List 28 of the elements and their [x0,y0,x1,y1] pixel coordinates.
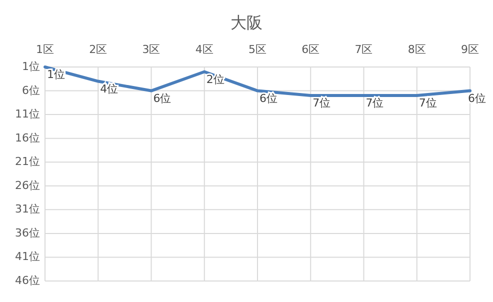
y-tick-label: 21位 [15,155,40,168]
y-tick-label: 26位 [15,178,40,192]
y-tick-label: 11位 [15,108,40,121]
y-tick-label: 31位 [15,202,40,216]
y-tick-label: 46位 [15,274,40,288]
x-tick-label: 6区 [302,43,320,56]
data-label: 6位 [153,92,172,105]
data-label: 4位 [100,82,118,96]
y-tick-label: 6位 [22,84,40,97]
x-tick-label: 2区 [89,43,108,56]
data-label: 7位 [418,96,437,110]
y-tick-label: 16位 [15,131,40,144]
x-tick-label: 1区 [36,43,54,56]
x-tick-label: 4区 [195,43,214,56]
data-label: 6位 [468,92,486,105]
x-tick-label: 8区 [408,43,426,56]
y-tick-label: 1位 [22,60,40,74]
x-tick-label: 9区 [461,43,479,56]
y-tick-label: 41位 [15,250,40,264]
chart-title: 大阪 [230,13,262,32]
x-tick-label: 7区 [354,43,373,56]
data-label: 7位 [312,96,331,110]
y-tick-label: 36位 [15,226,40,240]
data-label: 7位 [366,96,384,110]
x-tick-label: 5区 [248,43,266,56]
data-label: 1位 [47,68,65,81]
data-label: 6位 [260,92,278,105]
x-tick-label: 3区 [142,43,160,56]
